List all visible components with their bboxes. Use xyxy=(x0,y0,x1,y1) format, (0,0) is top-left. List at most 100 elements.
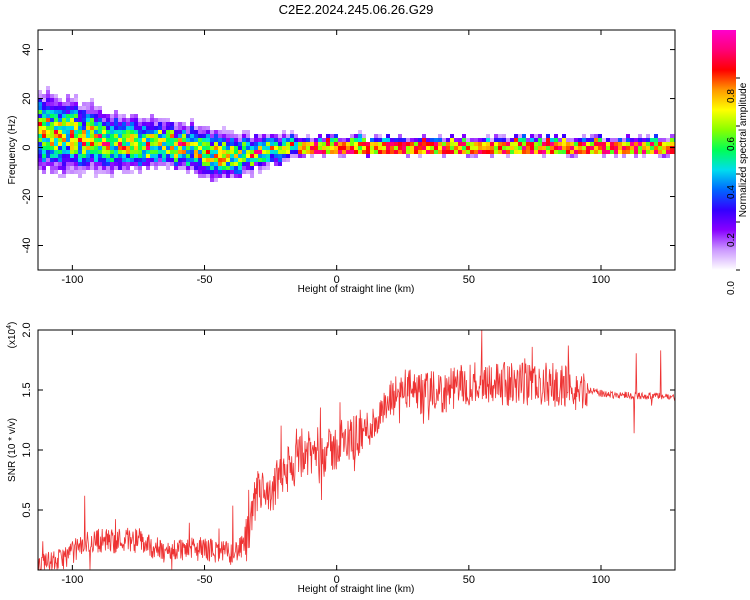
heatmap-cell xyxy=(202,138,206,142)
heatmap-cell xyxy=(490,142,494,146)
heatmap-cell xyxy=(218,174,222,178)
heatmap-cell xyxy=(482,146,486,150)
heatmap-cell xyxy=(174,126,178,130)
heatmap-cell xyxy=(386,134,390,138)
heatmap-cell xyxy=(438,146,442,150)
heatmap-cell xyxy=(222,162,226,166)
heatmap-cell xyxy=(342,142,346,146)
heatmap-cell xyxy=(66,114,70,118)
heatmap-cell xyxy=(222,134,226,138)
heatmap-cell xyxy=(654,138,658,142)
heatmap-panel: -100 -50 0 50 100 -40 -20 0 20 40 Height of stra… xyxy=(7,29,676,295)
heatmap-cell xyxy=(518,150,522,154)
heatmap-cell xyxy=(670,138,674,142)
heatmap-cell xyxy=(174,138,178,142)
heatmap-cell xyxy=(514,138,518,142)
heatmap-cell xyxy=(114,138,118,142)
heatmap-cell xyxy=(74,114,78,118)
heatmap-cell xyxy=(390,142,394,146)
heatmap-cell xyxy=(514,150,518,154)
heatmap-cell xyxy=(98,134,102,138)
heatmap-cell xyxy=(118,118,122,122)
heatmap-cell xyxy=(82,102,86,106)
heatmap-cell xyxy=(94,122,98,126)
heatmap-cell xyxy=(94,142,98,146)
heatmap-cell xyxy=(406,154,410,158)
heatmap-cell xyxy=(70,122,74,126)
heatmap-cell xyxy=(534,142,538,146)
heatmap-cell xyxy=(430,146,434,150)
heatmap-cell xyxy=(598,134,602,138)
heatmap-cell xyxy=(410,142,414,146)
heatmap-cell xyxy=(406,142,410,146)
heatmap-cell xyxy=(170,158,174,162)
heatmap-cell xyxy=(146,150,150,154)
heatmap-cell xyxy=(102,158,106,162)
heatmap-cell xyxy=(258,158,262,162)
heatmap-cell xyxy=(222,166,226,170)
heatmap-cell xyxy=(170,138,174,142)
heatmap-cell xyxy=(166,138,170,142)
heatmap-cell xyxy=(498,146,502,150)
heatmap-cell xyxy=(522,138,526,142)
heatmap-cell xyxy=(610,142,614,146)
heatmap-cell xyxy=(542,154,546,158)
heatmap-cell xyxy=(66,142,70,146)
heatmap-cell xyxy=(126,166,130,170)
heatmap-cell xyxy=(258,154,262,158)
heatmap-cell xyxy=(42,154,46,158)
heatmap-cell xyxy=(270,154,274,158)
heatmap-cell xyxy=(670,142,674,146)
heatmap-cell xyxy=(338,142,342,146)
heatmap-cell xyxy=(174,150,178,154)
heatmap-cell xyxy=(578,138,582,142)
heatmap-cell xyxy=(186,158,190,162)
heatmap-cell xyxy=(566,150,570,154)
heatmap-cell xyxy=(166,154,170,158)
heatmap-cell xyxy=(74,130,78,134)
heatmap-cell xyxy=(118,130,122,134)
heatmap-cell xyxy=(142,134,146,138)
heatmap-cell xyxy=(178,130,182,134)
heatmap-cell xyxy=(74,126,78,130)
heatmap-cell xyxy=(510,138,514,142)
heatmap-cell xyxy=(146,158,150,162)
heatmap-cell xyxy=(510,146,514,150)
heatmap-cell xyxy=(282,146,286,150)
heatmap-cell xyxy=(78,130,82,134)
heatmap-cell xyxy=(214,162,218,166)
heatmap-cell xyxy=(658,142,662,146)
heatmap-cell xyxy=(162,138,166,142)
heatmap-cell xyxy=(318,138,322,142)
heatmap-cell xyxy=(190,134,194,138)
heatmap-cell xyxy=(230,134,234,138)
heatmap-cell xyxy=(438,142,442,146)
heatmap-cell xyxy=(66,130,70,134)
heatmap-cell xyxy=(522,142,526,146)
heatmap-cell xyxy=(142,162,146,166)
heatmap-cell xyxy=(42,150,46,154)
heatmap-cell xyxy=(498,134,502,138)
heatmap-cell xyxy=(586,138,590,142)
heatmap-cell xyxy=(434,138,438,142)
heatmap-cell xyxy=(210,142,214,146)
heatmap-cell xyxy=(138,122,142,126)
heatmap-cell xyxy=(178,154,182,158)
heatmap-cell xyxy=(98,126,102,130)
heatmap-cell xyxy=(46,90,50,94)
heatmap-cell xyxy=(70,162,74,166)
heatmap-cell xyxy=(194,146,198,150)
heatmap-cell xyxy=(138,130,142,134)
heatmap-cell xyxy=(442,142,446,146)
heatmap-cell xyxy=(42,170,46,174)
heatmap-cell xyxy=(442,150,446,154)
heatmap-cell xyxy=(70,142,74,146)
heatmap-cell xyxy=(38,138,42,142)
heatmap-cell xyxy=(158,154,162,158)
heatmap-cell xyxy=(174,134,178,138)
heatmap-cell xyxy=(62,146,66,150)
heatmap-cell xyxy=(434,150,438,154)
heatmap-cell xyxy=(314,138,318,142)
heatmap-cell xyxy=(226,130,230,134)
heatmap-cell xyxy=(466,154,470,158)
